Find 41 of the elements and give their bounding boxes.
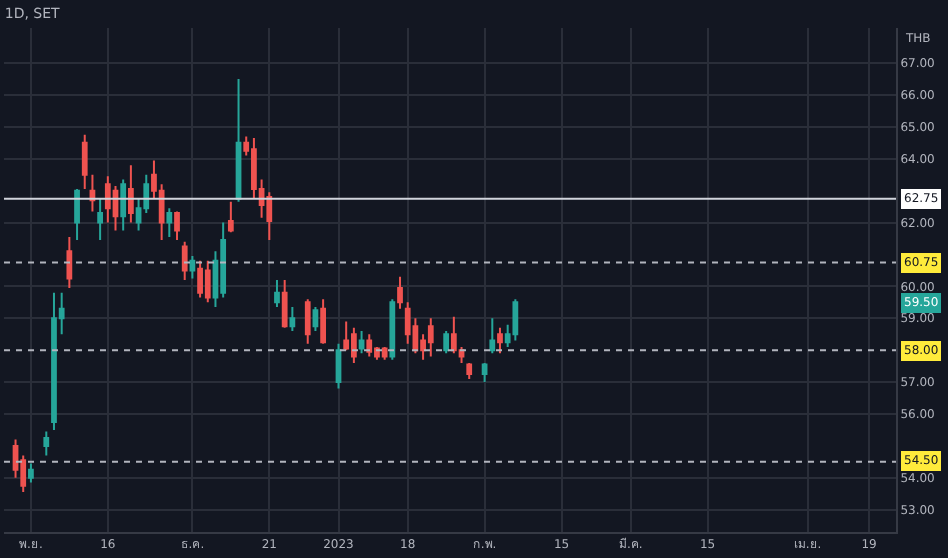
candlestick xyxy=(450,315,457,355)
candlestick xyxy=(312,306,319,333)
candlestick xyxy=(74,188,80,242)
candlestick xyxy=(174,210,180,242)
candlestick xyxy=(389,298,396,361)
candlestick xyxy=(66,235,73,289)
candlestick xyxy=(304,298,311,345)
candlestick xyxy=(128,164,134,224)
candlestick xyxy=(397,275,403,310)
candlestick xyxy=(120,178,127,232)
candlestick xyxy=(43,430,50,457)
candlestick xyxy=(274,279,280,309)
candlestick xyxy=(235,78,242,203)
candlestick xyxy=(104,175,111,224)
candlestick xyxy=(289,306,296,333)
candlestick xyxy=(97,197,103,242)
candlestick xyxy=(281,279,288,329)
candlestick xyxy=(28,462,34,484)
candlestick xyxy=(466,361,473,380)
candlestick xyxy=(497,326,503,355)
candlestick xyxy=(227,200,234,234)
candlestick xyxy=(489,317,496,355)
candlestick xyxy=(404,301,411,345)
candlestick xyxy=(112,184,119,232)
candlestick xyxy=(443,330,450,355)
candlestick xyxy=(358,330,365,355)
candlestick xyxy=(181,240,188,281)
candlestick xyxy=(481,361,488,384)
candlestick xyxy=(204,259,211,304)
candlestick xyxy=(427,317,434,358)
candlestick xyxy=(320,298,326,345)
candlestick xyxy=(381,345,388,361)
candlestick xyxy=(197,259,203,299)
candlestick xyxy=(351,326,357,364)
candlestick xyxy=(166,207,173,238)
candlestick xyxy=(366,333,373,358)
candlestick xyxy=(189,255,196,280)
candlestick xyxy=(51,291,57,431)
candlestick xyxy=(335,342,342,390)
candlestick xyxy=(220,221,227,299)
candlestick xyxy=(512,298,519,342)
